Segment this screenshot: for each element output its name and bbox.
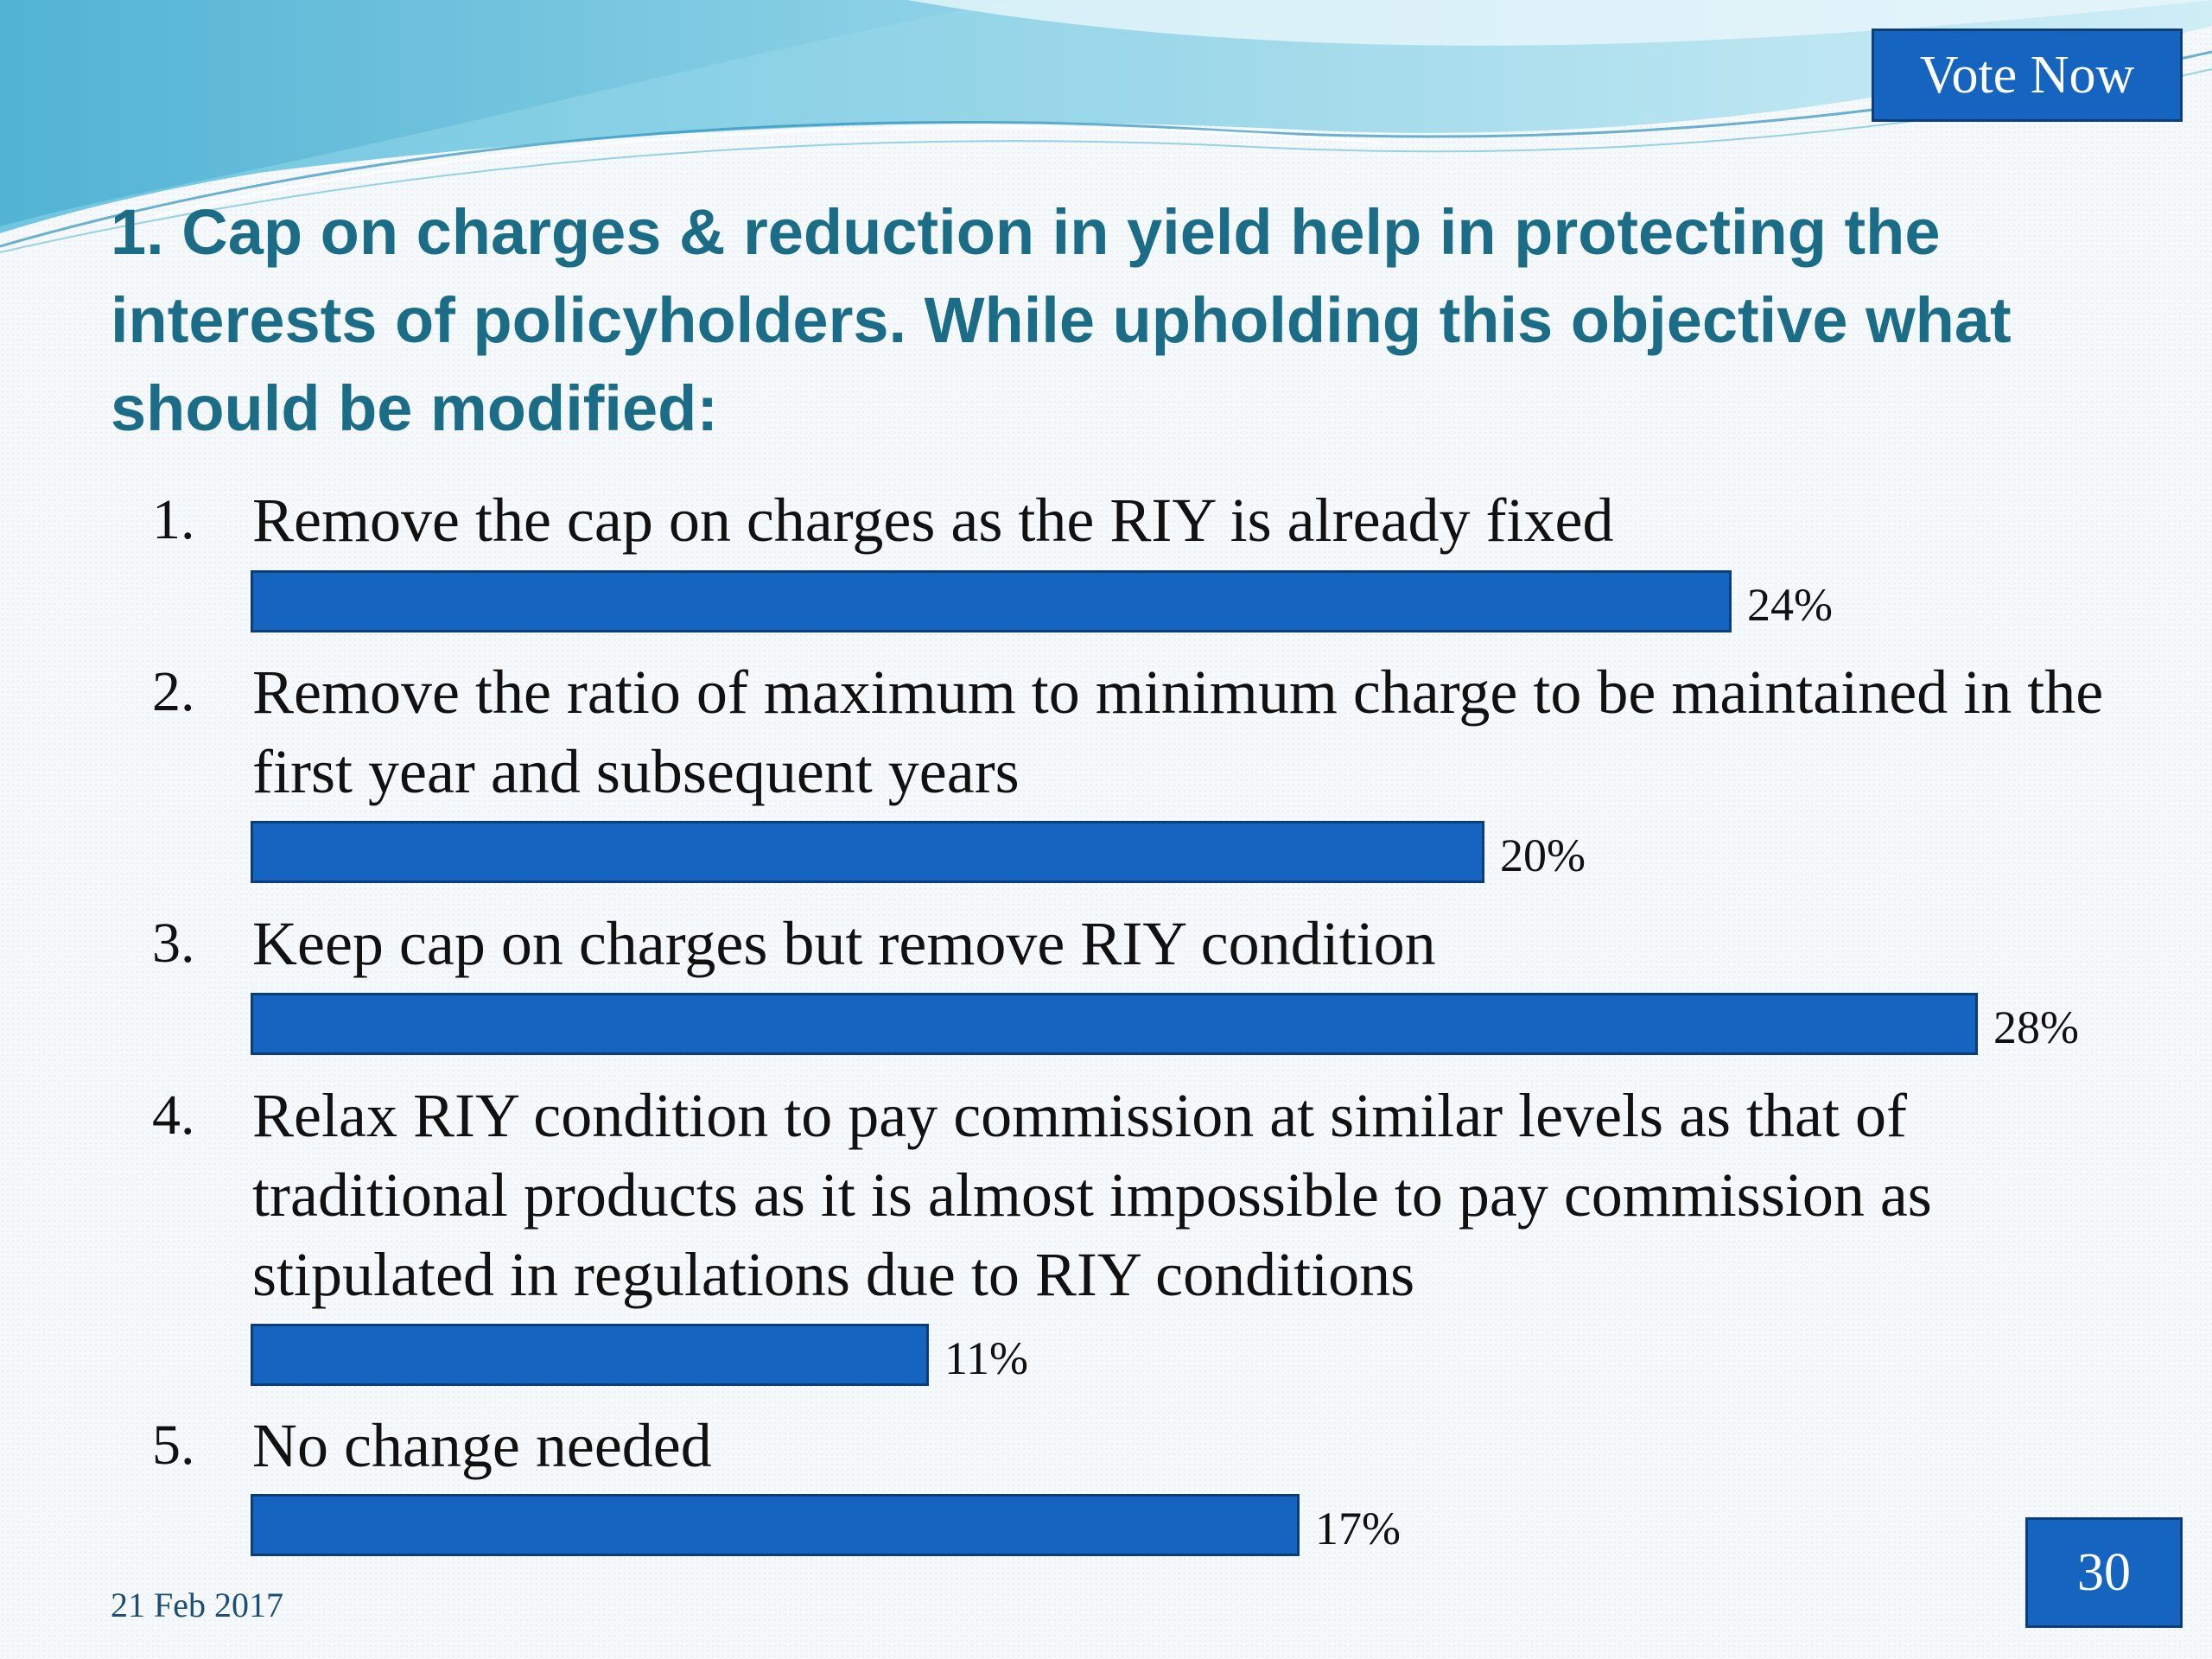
result-percent-label: 20%	[1500, 830, 1586, 881]
result-bar	[251, 993, 1978, 1055]
result-bar	[251, 570, 1732, 632]
slide-date: 21 Feb 2017	[111, 1586, 283, 1624]
result-bar	[251, 1324, 929, 1386]
option-text: Keep cap on charges but remove RIY condi…	[252, 909, 1436, 978]
result-percent-label: 28%	[1993, 1001, 2079, 1053]
result-percent-label: 11%	[944, 1332, 1028, 1384]
option-text: Remove the cap on charges as the RIY is …	[252, 486, 1614, 555]
option-number: 3.	[152, 912, 195, 975]
option-text: Remove the ratio of maximum to minimum c…	[252, 658, 2104, 806]
option-text: No change needed	[252, 1411, 712, 1480]
option-number: 1.	[152, 488, 195, 551]
option-number: 2.	[152, 660, 195, 723]
result-percent-label: 17%	[1315, 1503, 1401, 1554]
option-text: Relax RIY condition to pay commission at…	[252, 1081, 1932, 1309]
option-number: 4.	[152, 1084, 195, 1147]
vote-now-button[interactable]: Vote Now	[1872, 29, 2183, 122]
result-bar	[251, 821, 1484, 883]
page-number: 30	[2025, 1517, 2183, 1628]
result-percent-label: 24%	[1747, 579, 1833, 631]
result-bar	[251, 1494, 1300, 1556]
question-title: 1. Cap on charges & reduction in yield h…	[111, 196, 2012, 444]
option-number: 5.	[152, 1414, 195, 1477]
